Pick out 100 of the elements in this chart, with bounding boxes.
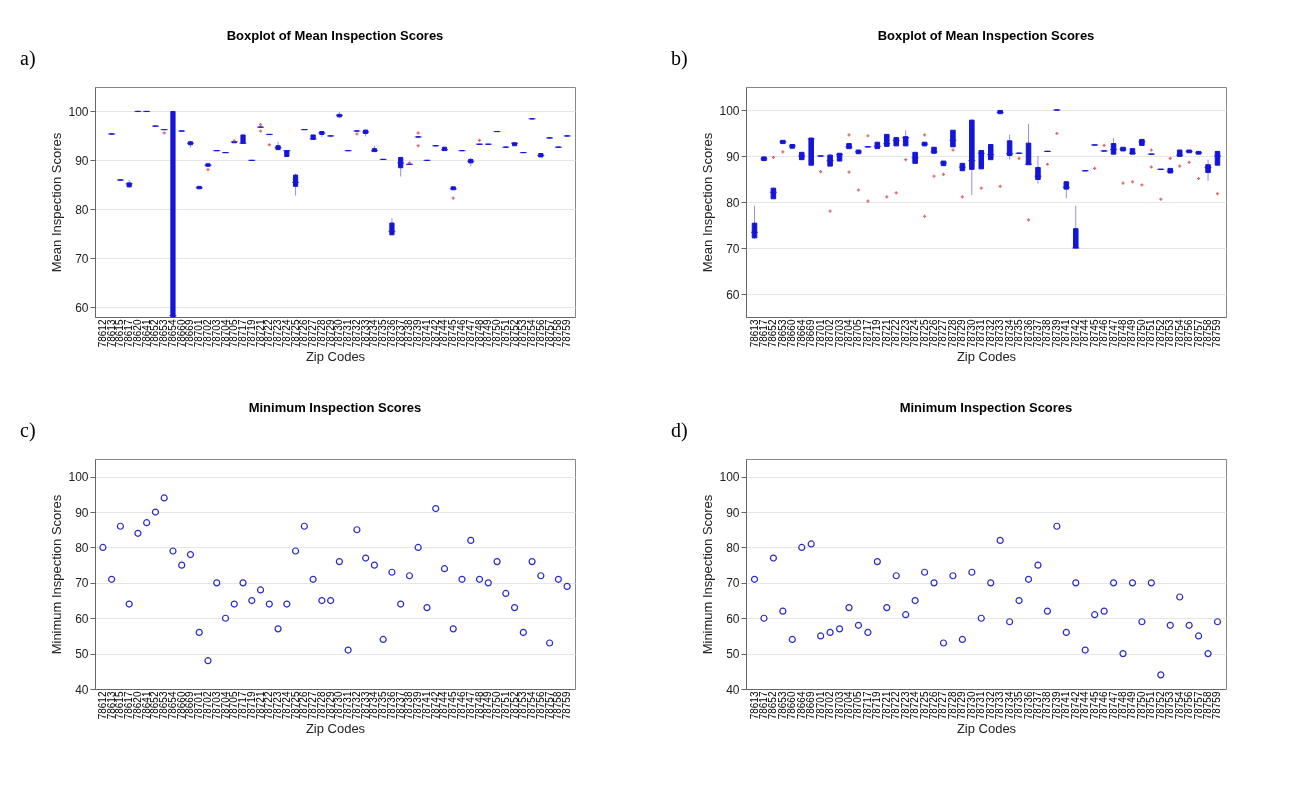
point	[239, 579, 247, 587]
point	[949, 572, 957, 580]
x-tick-label: 78756	[1183, 319, 1195, 348]
x-tick-label: 78742	[429, 319, 441, 348]
y-tick-label: 90	[726, 149, 740, 164]
point	[883, 604, 891, 612]
x-tick-label: 78733	[994, 691, 1006, 720]
x-tick-label: 78641	[140, 691, 152, 720]
x-tick-label: 78737	[394, 691, 406, 720]
x-tick-label: 78725	[289, 691, 301, 720]
x-tick-label: 78754	[1173, 319, 1185, 348]
point	[911, 596, 919, 605]
x-tick-label: 78744	[1079, 691, 1091, 720]
point	[1109, 579, 1118, 587]
point	[798, 543, 806, 552]
x-tick-label: 78722	[890, 691, 902, 720]
x-tick-label: 78748	[473, 319, 485, 348]
x-tick-label: 78724	[909, 319, 921, 348]
x-tick-label: 78723	[899, 319, 911, 348]
x-tick-label: 78738	[1041, 691, 1053, 720]
y-tick-label: 60	[75, 300, 89, 315]
x-tick-label: 78660	[786, 691, 798, 720]
y-tick-label: 50	[726, 647, 740, 662]
x-tick-label: 78726	[928, 319, 940, 348]
x-tick-label: 78745	[447, 691, 459, 720]
x-tick-label: 78752	[508, 691, 520, 720]
x-tick-label: 78753	[517, 691, 529, 720]
point	[186, 550, 195, 559]
point	[854, 621, 863, 629]
x-tick-label: 78745	[1088, 691, 1100, 720]
x-tick-label: 78744	[1079, 319, 1091, 348]
x-tick-label: 78750	[1135, 691, 1147, 720]
y-axis-title: Mean Inspection Scores	[700, 132, 716, 273]
x-tick-label: 78745	[447, 319, 459, 348]
x-tick-label: 78730	[333, 691, 345, 720]
x-tick-label: 78669	[805, 319, 817, 348]
x-tick-label: 78726	[298, 319, 310, 348]
point	[449, 625, 457, 633]
x-tick-label: 78729	[324, 319, 336, 348]
chart-title: Minimum Inspection Scores	[248, 400, 422, 415]
point	[178, 561, 186, 569]
x-tick-label: 78703	[210, 691, 222, 720]
x-tick-label: 78612	[96, 319, 108, 348]
x-tick-label: 78733	[359, 691, 371, 720]
point	[769, 554, 777, 562]
x-tick-label: 78704	[219, 691, 231, 720]
x-tick-label: 78734	[368, 319, 380, 348]
point	[1147, 579, 1155, 587]
point	[845, 604, 853, 612]
text: c)	[20, 419, 36, 442]
x-tick-label: 78702	[824, 691, 836, 720]
point	[475, 575, 484, 583]
x-tick-label: 78758	[552, 691, 564, 720]
y-tick-label: 40	[726, 682, 740, 697]
point	[1072, 579, 1080, 587]
x-tick-label: 78759	[561, 691, 573, 720]
x-tick-label: 78705	[228, 319, 240, 348]
point	[1213, 618, 1222, 626]
point	[1081, 646, 1089, 654]
y-tick-label: 60	[75, 611, 89, 626]
x-tick-label: 78726	[928, 691, 940, 720]
x-tick-label: 78660	[175, 319, 187, 348]
point	[1024, 575, 1033, 583]
x-tick-label: 78726	[298, 691, 310, 720]
x-tick-label: 78757	[543, 319, 555, 348]
x-tick-label: 78702	[824, 319, 836, 348]
x-tick-label: 78742	[1069, 691, 1081, 720]
y-tick-label: 60	[726, 611, 740, 626]
x-tick-label: 78722	[263, 319, 275, 348]
point	[99, 543, 107, 552]
x-tick-label: 78737	[394, 319, 406, 348]
y-tick-label: 80	[726, 540, 740, 555]
x-tick-label: 78759	[1211, 691, 1223, 720]
x-tick-label: 78744	[438, 319, 450, 348]
x-tick-label: 78741	[1060, 691, 1072, 720]
x-tick-label: 78748	[1117, 691, 1129, 720]
point	[256, 586, 265, 594]
x-tick-label: 78705	[228, 691, 240, 720]
x-tick-label: 78652	[149, 319, 161, 348]
x-tick-label: 78613	[748, 319, 760, 348]
x-tick-label: 78719	[871, 691, 883, 720]
x-tick-label: 78747	[1107, 691, 1119, 720]
x-tick-label: 78748	[473, 691, 485, 720]
x-tick-label: 78746	[1098, 691, 1110, 720]
point	[414, 543, 422, 552]
point	[788, 635, 796, 644]
point	[327, 596, 335, 605]
y-axis-title: Mean Inspection Scores	[49, 132, 65, 273]
y-tick-label: 90	[726, 505, 740, 520]
x-tick-label: 78753	[517, 319, 529, 348]
x-tick-label: 78728	[946, 691, 958, 720]
point	[1204, 650, 1212, 658]
point	[1128, 579, 1137, 587]
x-tick-label: 78738	[403, 691, 415, 720]
x-tick-label: 78744	[438, 691, 450, 720]
x-tick-label: 78746	[1098, 319, 1110, 348]
x-tick-label: 78669	[184, 691, 196, 720]
y-tick-label: 100	[719, 103, 740, 118]
point	[1062, 628, 1070, 636]
x-tick-label: 78745	[1088, 319, 1100, 348]
